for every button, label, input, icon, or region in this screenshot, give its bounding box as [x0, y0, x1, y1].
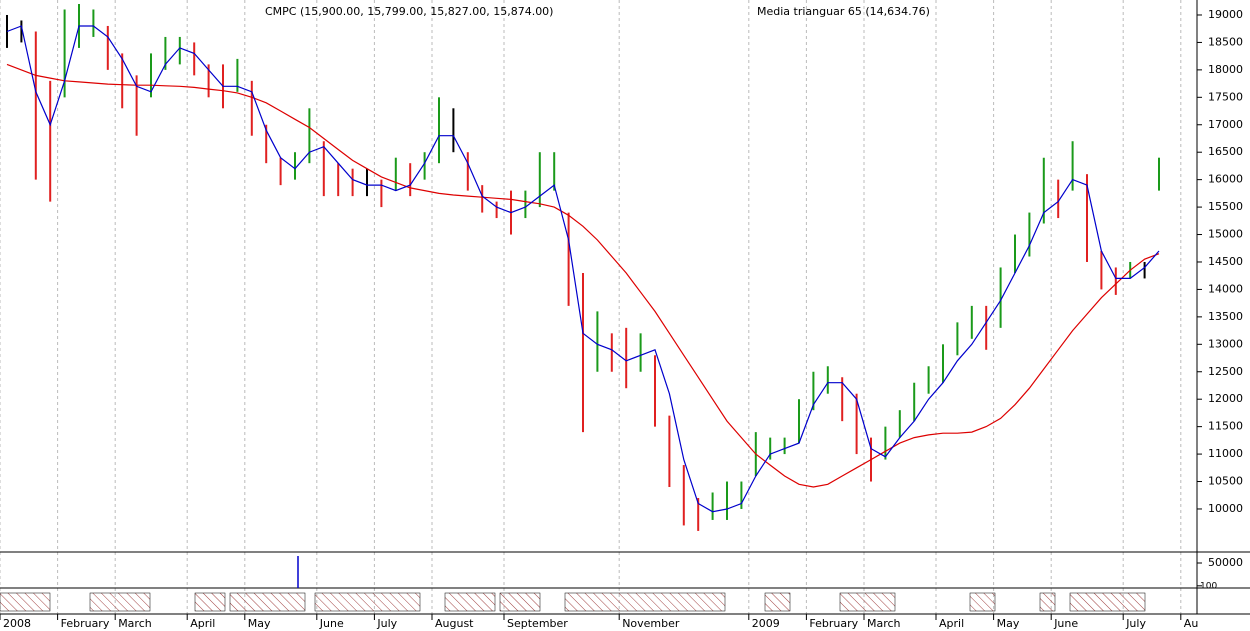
- y-tick-label: 19000: [1208, 8, 1243, 21]
- x-tick-label: November: [622, 617, 680, 630]
- chart-title: CMPC (15,900.00, 15,799.00, 15,827.00, 1…: [265, 5, 553, 18]
- x-tick-label: May: [997, 617, 1020, 630]
- y-tick-label: 10500: [1208, 475, 1243, 488]
- grid-layer: [0, 0, 1182, 614]
- y-tick-label: 17500: [1208, 90, 1243, 103]
- ma-line: [6, 63, 1160, 488]
- y-tick-label: 14000: [1208, 282, 1243, 295]
- x-tick-label: September: [507, 617, 568, 630]
- y-tick-label: 15000: [1208, 228, 1243, 241]
- legend-entry: Media trianguar 65 (14,634.76): [757, 5, 930, 18]
- y-tick-label: 10000: [1208, 502, 1243, 515]
- x-tick-label: 2009: [752, 617, 780, 630]
- marks-layer: [6, 4, 1160, 531]
- y-tick-label: 17000: [1208, 118, 1243, 131]
- y-tick-label: 11000: [1208, 447, 1243, 460]
- y-tick-label: 15500: [1208, 200, 1243, 213]
- indicator-tick-label: 100: [1200, 581, 1217, 591]
- y-tick-label: 13000: [1208, 337, 1243, 350]
- y-tick-label: 13500: [1208, 310, 1243, 323]
- y-tick-label: 18000: [1208, 63, 1243, 76]
- x-tick-label: July: [376, 617, 397, 630]
- y-tick-label: 14500: [1208, 255, 1243, 268]
- x-tick-label: August: [435, 617, 474, 630]
- y-tick-label: 12000: [1208, 392, 1243, 405]
- y-tick-label: 11500: [1208, 420, 1243, 433]
- x-tick-label: February: [809, 617, 858, 630]
- indicator-strip: [0, 592, 1146, 612]
- y-tick-label: 16500: [1208, 145, 1243, 158]
- x-tick-label: July: [1125, 617, 1146, 630]
- ma-line: [6, 25, 1160, 513]
- x-tick-label: 2008: [3, 617, 31, 630]
- x-tick-label: April: [939, 617, 964, 630]
- x-tick-label: March: [867, 617, 901, 630]
- y-tick-label: 16000: [1208, 173, 1243, 186]
- x-tick-label: Au: [1184, 617, 1199, 630]
- x-tick-label: June: [319, 617, 344, 630]
- x-tick-label: May: [248, 617, 271, 630]
- x-tick-label: February: [61, 617, 110, 630]
- y-tick-label: 12500: [1208, 365, 1243, 378]
- x-tick-label: June: [1053, 617, 1078, 630]
- volume-tick-label: 50000: [1208, 556, 1243, 569]
- x-tick-label: March: [118, 617, 152, 630]
- y-tick-label: 18500: [1208, 35, 1243, 48]
- x-tick-label: April: [190, 617, 215, 630]
